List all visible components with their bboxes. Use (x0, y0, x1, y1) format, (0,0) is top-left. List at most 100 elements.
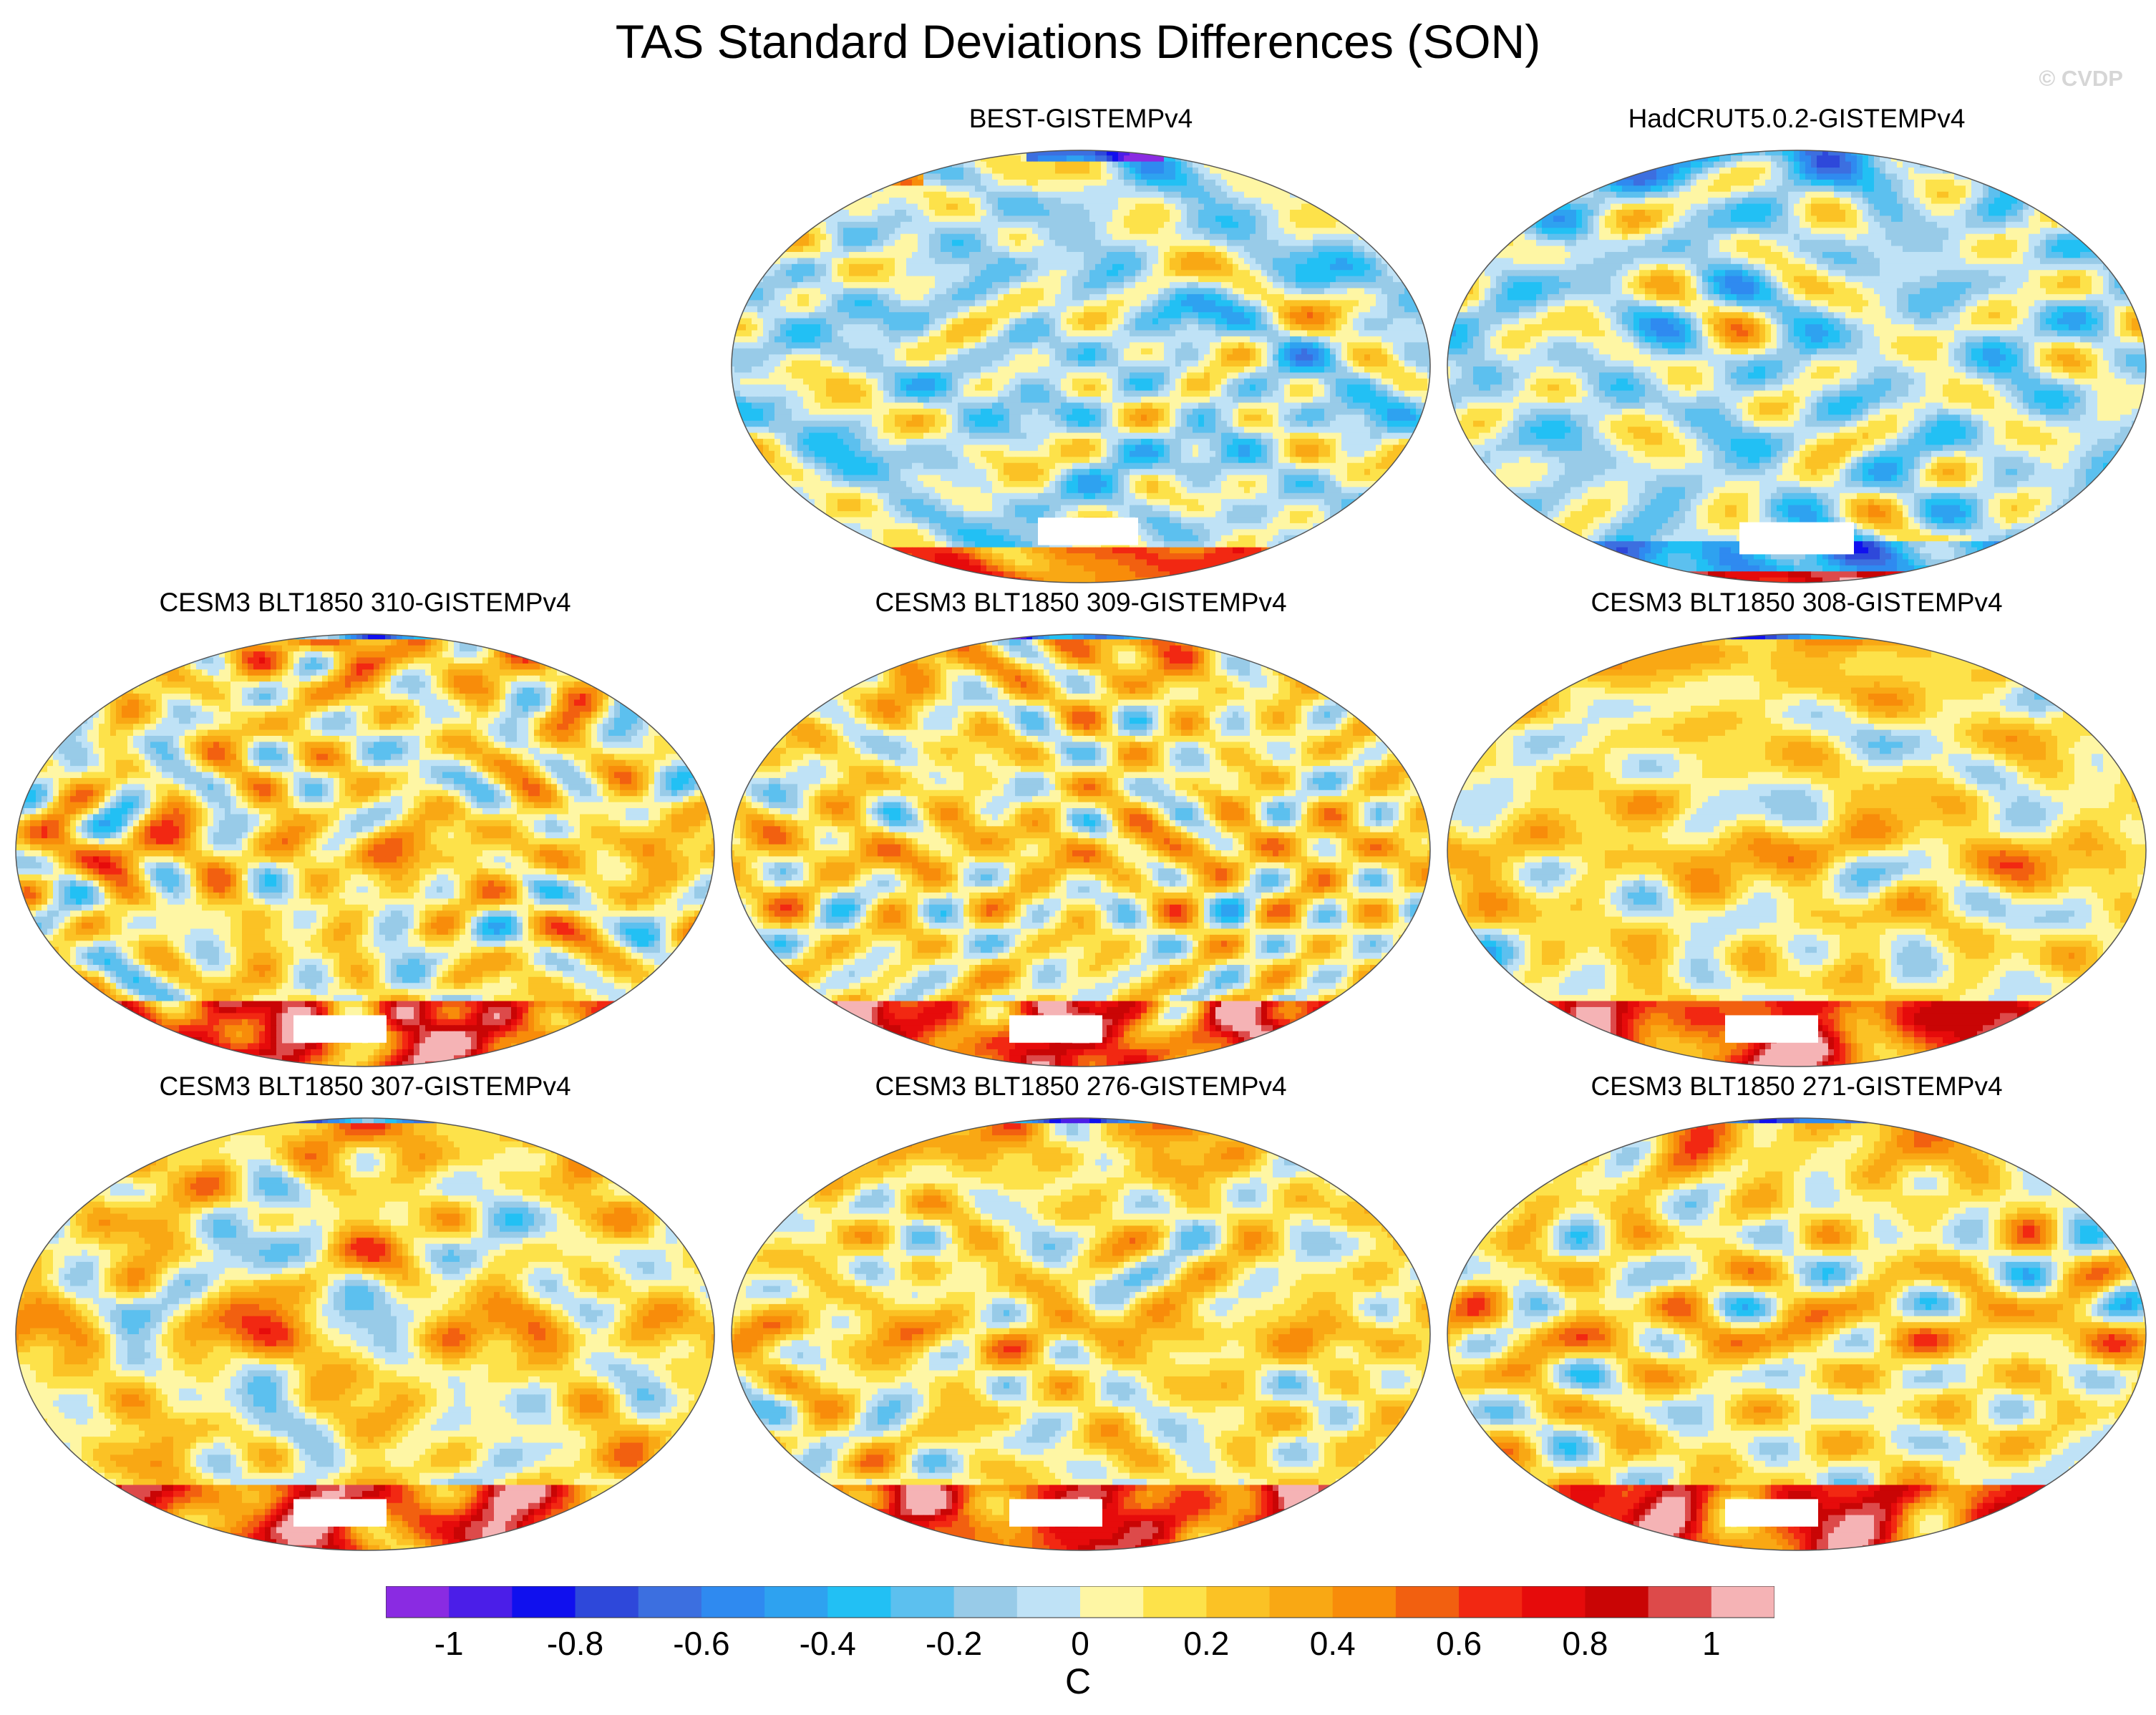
map-cell (912, 173, 918, 180)
map-cell (1221, 330, 1228, 337)
map-cell (952, 293, 958, 301)
map-cell (1233, 366, 1239, 374)
map-cell (752, 306, 758, 313)
map-cell (1250, 203, 1256, 210)
map-cell (1038, 191, 1044, 198)
map-cell (792, 276, 798, 283)
map-cell (1084, 276, 1090, 283)
map-cell (1278, 408, 1285, 415)
map-cell (883, 348, 890, 355)
map-cell (1336, 384, 1342, 392)
map-cell (1175, 246, 1182, 253)
map-cell (1267, 246, 1273, 253)
map-cell (1267, 252, 1273, 259)
map-cell (1233, 179, 1239, 186)
map-cell (1112, 143, 1119, 150)
map-cell (1095, 342, 1102, 349)
map-cell (1313, 420, 1319, 427)
map-cell (1026, 336, 1033, 343)
map-cell (1336, 336, 1342, 343)
map-cell (732, 372, 735, 379)
map-cell (849, 270, 855, 277)
map-cell (1095, 300, 1102, 307)
map-cell (1107, 366, 1113, 374)
map-cell (855, 258, 861, 265)
map-cell (889, 300, 895, 307)
map-cell (1061, 312, 1067, 319)
map-cell (1032, 330, 1039, 337)
map-cell (860, 384, 867, 392)
map-cell (1227, 300, 1233, 307)
map-cell (820, 282, 827, 289)
map-cell (992, 282, 999, 289)
map-cell (906, 420, 913, 427)
map-cell (1238, 221, 1245, 228)
map-cell (883, 330, 890, 337)
map-cell (1032, 397, 1039, 404)
map-cell (1158, 276, 1165, 283)
map-cell (929, 330, 936, 337)
map-cell (1135, 312, 1142, 319)
map-cell (1433, 324, 1439, 331)
map-cell (1324, 203, 1331, 210)
map-cell (774, 360, 781, 367)
map-cell (1301, 240, 1308, 247)
map-cell (1233, 270, 1239, 277)
map-cell (1101, 155, 1107, 162)
map-cell (1359, 240, 1365, 247)
map-cell (1175, 161, 1182, 168)
map-cell (1084, 372, 1090, 379)
map-cell (1256, 246, 1262, 253)
map-cell (889, 318, 895, 325)
map-cell (1353, 354, 1359, 361)
map-cell (815, 240, 821, 247)
map-cell (826, 215, 832, 223)
map-cell (1095, 330, 1102, 337)
map-cell (986, 300, 993, 307)
map-cell (1061, 185, 1067, 193)
map-cell (1393, 420, 1399, 427)
map-cell (1227, 221, 1233, 228)
map-cell (1210, 324, 1216, 331)
map-cell (1015, 414, 1021, 422)
map-cell (1072, 167, 1079, 175)
map-cell (1187, 270, 1193, 277)
map-cell (1130, 233, 1136, 241)
map-cell (1101, 360, 1107, 367)
map-cell (740, 324, 747, 331)
map-cell (1101, 179, 1107, 186)
map-cell (986, 427, 993, 434)
map-cell (1067, 402, 1073, 409)
map-cell (1135, 167, 1142, 175)
map-cell (992, 270, 999, 277)
map-cell (1101, 276, 1107, 283)
map-cell (732, 306, 735, 313)
map-cell (1015, 173, 1021, 180)
map-cell (975, 185, 981, 193)
map-cell (1067, 342, 1073, 349)
map-cell (1107, 306, 1113, 313)
map-cell (1330, 397, 1336, 404)
map-cell (843, 203, 850, 210)
map-cell (986, 390, 993, 397)
map-cell (1015, 276, 1021, 283)
map-cell (929, 397, 936, 404)
map-cell (912, 210, 918, 217)
map-cell (732, 348, 735, 355)
map-cell (1330, 336, 1336, 343)
map-cell (992, 300, 999, 307)
map-cell (1353, 276, 1359, 283)
map-cell (1221, 270, 1228, 277)
map-cell (1095, 282, 1102, 289)
map-cell (866, 312, 873, 319)
map-cell (1015, 324, 1021, 331)
map-cell (1422, 342, 1428, 349)
map-cell (912, 288, 918, 295)
map-cell (1187, 167, 1193, 175)
map-cell (889, 198, 895, 205)
map-cell (1278, 318, 1285, 325)
map-cell (1301, 228, 1308, 235)
map-cell (1256, 336, 1262, 343)
map-cell (1284, 378, 1291, 385)
map-cell (797, 252, 804, 259)
